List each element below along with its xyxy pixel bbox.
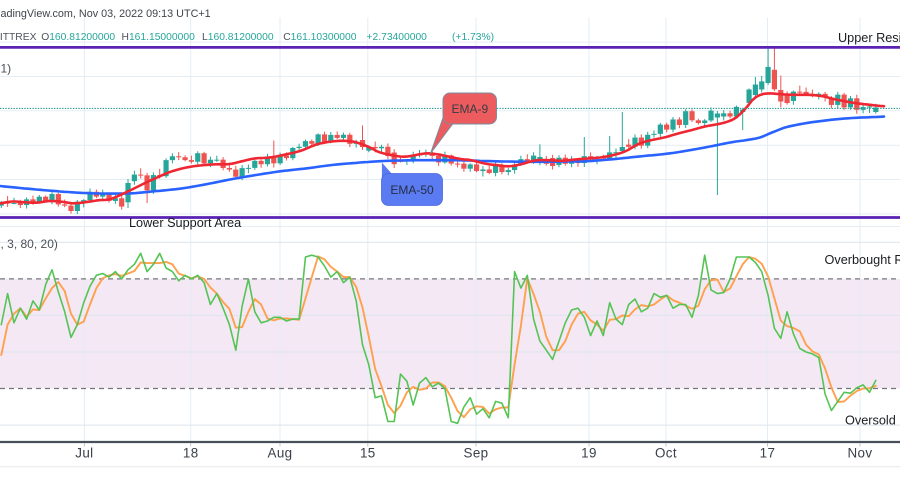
svg-text:Upper Resistance: Upper Resistance [838,31,900,45]
svg-text:Sep: Sep [463,446,488,461]
svg-text:Jul: Jul [75,446,93,461]
svg-text:Oversold Region: Oversold Region [845,414,900,428]
svg-text:Oct: Oct [655,446,677,461]
svg-text:Nov: Nov [847,446,872,461]
svg-text:, 3, 80, 20): , 3, 80, 20) [1,237,58,251]
svg-text:O160.81200000: O160.81200000 [41,32,115,43]
svg-text:EMA-9: EMA-9 [451,102,488,116]
svg-text:H161.15000000: H161.15000000 [122,32,196,43]
svg-text:BITTREX: BITTREX [0,32,37,43]
svg-text:Overbought Region: Overbought Region [825,253,900,267]
svg-text:18: 18 [183,446,199,461]
svg-text:+2.73400000: +2.73400000 [367,32,428,43]
svg-text:1): 1) [1,62,12,76]
svg-text:L160.81200000: L160.81200000 [202,32,274,43]
svg-text:17: 17 [760,446,776,461]
svg-text:adingView.com, Nov 03, 2022 09: adingView.com, Nov 03, 2022 09:13 UTC+1 [1,8,211,20]
svg-text:Lower Support Area: Lower Support Area [129,216,242,230]
svg-text:Aug: Aug [267,446,292,461]
svg-text:15: 15 [360,446,376,461]
svg-text:(+1.73%): (+1.73%) [452,32,494,43]
svg-text:EMA-50: EMA-50 [390,183,434,197]
svg-text:19: 19 [581,446,597,461]
svg-text:C161.10300000: C161.10300000 [283,32,357,43]
